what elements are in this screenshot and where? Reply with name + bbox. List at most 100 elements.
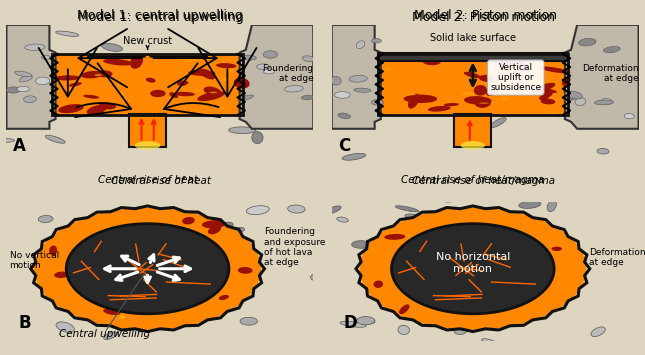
Bar [52,54,243,115]
Ellipse shape [228,127,256,133]
Ellipse shape [109,276,126,283]
Ellipse shape [233,78,250,89]
Text: Foundering
at edge: Foundering at edge [263,64,313,83]
Ellipse shape [182,217,195,224]
Ellipse shape [160,113,164,115]
Ellipse shape [490,233,511,241]
Ellipse shape [464,263,472,266]
Text: Central rise of heat/magma: Central rise of heat/magma [401,175,544,185]
Ellipse shape [600,43,610,51]
Ellipse shape [474,121,475,122]
Ellipse shape [202,295,208,297]
Ellipse shape [56,322,74,332]
Ellipse shape [194,89,200,92]
Ellipse shape [150,90,166,97]
Ellipse shape [19,76,32,82]
Ellipse shape [314,20,338,26]
Ellipse shape [395,240,411,248]
Ellipse shape [67,277,83,282]
Ellipse shape [401,274,412,279]
Bar [52,54,243,115]
Ellipse shape [372,39,381,43]
Ellipse shape [384,68,391,71]
Ellipse shape [263,69,274,74]
Title: Model 2: Piston motion: Model 2: Piston motion [413,9,557,22]
Ellipse shape [130,114,135,115]
FancyArrowPatch shape [198,48,257,97]
Ellipse shape [219,295,229,300]
Ellipse shape [158,125,159,126]
Ellipse shape [0,138,15,142]
Ellipse shape [301,95,313,100]
Ellipse shape [539,66,570,73]
Ellipse shape [531,87,546,93]
Ellipse shape [328,46,344,54]
FancyArrowPatch shape [164,63,220,117]
Ellipse shape [45,135,65,143]
Ellipse shape [568,108,580,112]
Ellipse shape [84,269,97,276]
Ellipse shape [452,268,471,272]
Ellipse shape [421,274,427,276]
Ellipse shape [175,280,197,289]
Ellipse shape [156,269,161,273]
Ellipse shape [338,113,350,119]
Polygon shape [240,25,313,129]
Ellipse shape [103,308,121,315]
Ellipse shape [642,329,645,339]
Ellipse shape [199,69,215,80]
Ellipse shape [531,87,557,93]
Ellipse shape [455,131,457,132]
Ellipse shape [457,143,458,144]
Ellipse shape [597,148,609,154]
Ellipse shape [123,264,139,273]
Ellipse shape [307,17,330,22]
Ellipse shape [640,64,645,70]
Ellipse shape [66,224,229,314]
Ellipse shape [529,310,544,316]
Ellipse shape [601,99,612,104]
Ellipse shape [38,215,53,223]
Ellipse shape [624,88,637,99]
Ellipse shape [519,201,541,208]
Ellipse shape [129,134,130,136]
Ellipse shape [302,56,314,62]
Text: D: D [344,315,358,333]
Ellipse shape [60,257,81,266]
Ellipse shape [83,95,99,99]
Ellipse shape [461,141,485,149]
Ellipse shape [455,277,468,285]
Text: Deformation
at edge: Deformation at edge [590,248,645,267]
Ellipse shape [541,90,553,98]
Text: No vertical
motion: No vertical motion [10,251,59,270]
Ellipse shape [238,267,253,274]
Ellipse shape [455,234,467,239]
Ellipse shape [461,92,474,95]
Ellipse shape [551,111,557,113]
Ellipse shape [139,260,148,269]
Ellipse shape [432,299,452,307]
Title: Model 1: central upwelling: Model 1: central upwelling [77,9,243,22]
Ellipse shape [202,220,226,228]
Ellipse shape [475,230,479,231]
Ellipse shape [222,78,229,81]
Ellipse shape [384,234,405,240]
Ellipse shape [103,59,133,66]
Ellipse shape [436,305,455,313]
Ellipse shape [246,206,269,215]
Ellipse shape [55,31,79,36]
Ellipse shape [6,87,21,93]
Ellipse shape [561,90,574,95]
Ellipse shape [484,129,491,131]
Ellipse shape [263,51,278,58]
Ellipse shape [514,60,529,72]
Ellipse shape [250,27,266,38]
Ellipse shape [340,321,366,327]
Ellipse shape [148,134,150,135]
Ellipse shape [177,80,187,86]
Ellipse shape [395,206,419,212]
Ellipse shape [128,274,132,276]
Ellipse shape [408,94,420,109]
Ellipse shape [595,100,613,105]
Ellipse shape [152,263,156,266]
